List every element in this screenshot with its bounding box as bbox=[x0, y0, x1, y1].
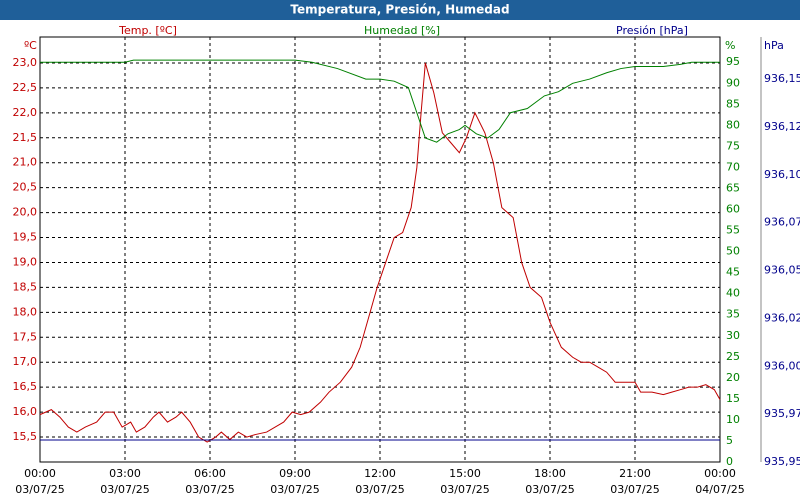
y2-tick-label: 55 bbox=[726, 224, 740, 237]
x-tick-date: 03/07/25 bbox=[440, 483, 489, 496]
y-tick-label: 20,5 bbox=[13, 181, 38, 194]
y2-tick-label: 15 bbox=[726, 392, 740, 405]
y-tick-label: 19,5 bbox=[13, 231, 38, 244]
y2-tick-label: 70 bbox=[726, 160, 740, 173]
y-tick-label: 16,5 bbox=[13, 380, 38, 393]
y3-tick-label: 935,95 bbox=[764, 455, 800, 468]
y2-tick-label: 20 bbox=[726, 371, 740, 384]
x-tick-date: 03/07/25 bbox=[525, 483, 574, 496]
y-tick-label: 17,0 bbox=[13, 355, 38, 368]
y-tick-label: 22,0 bbox=[13, 106, 38, 119]
y3-tick-label: 936,10 bbox=[764, 168, 800, 181]
y2-tick-label: 95 bbox=[726, 55, 740, 68]
y-tick-label: 19,0 bbox=[13, 255, 38, 268]
y-tick-label: 15,5 bbox=[13, 430, 38, 443]
y-tick-label: 21,0 bbox=[13, 156, 38, 169]
y3-tick-label: 936,15 bbox=[764, 72, 800, 85]
y3-tick-label: 936,07 bbox=[764, 216, 800, 229]
y-tick-label: 22,5 bbox=[13, 81, 38, 94]
x-tick-label: 21:00 bbox=[619, 467, 651, 480]
y-tick-label: 21,5 bbox=[13, 131, 38, 144]
y2-tick-label: 60 bbox=[726, 203, 740, 216]
plot-frame bbox=[39, 36, 721, 463]
y-label: Temp. [ºC] bbox=[118, 24, 177, 37]
y2-unit: % bbox=[725, 39, 735, 52]
y2-tick-label: 25 bbox=[726, 350, 740, 363]
y2-tick-label: 45 bbox=[726, 266, 740, 279]
x-tick-date: 03/07/25 bbox=[270, 483, 319, 496]
y-tick-label: 23,0 bbox=[13, 56, 38, 69]
y2-tick-label: 80 bbox=[726, 118, 740, 131]
y2-tick-label: 10 bbox=[726, 413, 740, 426]
y3-tick-label: 936,02 bbox=[764, 311, 800, 324]
y2-tick-label: 90 bbox=[726, 76, 740, 89]
y-tick-label: 18,5 bbox=[13, 280, 38, 293]
y3-tick-label: 936,00 bbox=[764, 359, 800, 372]
x-tick-label: 00:00 bbox=[704, 467, 736, 480]
title-bar bbox=[0, 0, 800, 20]
y3-tick-label: 936,12 bbox=[764, 120, 800, 133]
x-tick-label: 09:00 bbox=[279, 467, 311, 480]
y-tick-label: 16,0 bbox=[13, 405, 38, 418]
y-tick-label: 17,5 bbox=[13, 330, 38, 343]
series-line bbox=[39, 62, 721, 443]
y3-tick-label: 935,97 bbox=[764, 407, 800, 420]
x-tick-label: 06:00 bbox=[194, 467, 226, 480]
y2-tick-label: 75 bbox=[726, 139, 740, 152]
x-tick-label: 00:00 bbox=[24, 467, 56, 480]
x-tick-label: 15:00 bbox=[449, 467, 481, 480]
chart-title: Temperatura, Presión, Humedad bbox=[290, 3, 509, 17]
y-unit: ºC bbox=[24, 39, 37, 52]
x-tick-date: 03/07/25 bbox=[355, 483, 404, 496]
y2-tick-label: 35 bbox=[726, 308, 740, 321]
x-tick-date: 03/07/25 bbox=[15, 483, 64, 496]
y3-unit: hPa bbox=[764, 39, 784, 52]
x-tick-label: 03:00 bbox=[109, 467, 141, 480]
y-tick-label: 18,0 bbox=[13, 305, 38, 318]
y2-tick-label: 65 bbox=[726, 181, 740, 194]
x-tick-label: 12:00 bbox=[364, 467, 396, 480]
y2-tick-label: 30 bbox=[726, 329, 740, 342]
x-tick-date: 03/07/25 bbox=[100, 483, 149, 496]
x-tick-date: 03/07/25 bbox=[185, 483, 234, 496]
x-tick-label: 18:00 bbox=[534, 467, 566, 480]
x-tick-date: 04/07/25 bbox=[695, 483, 744, 496]
y3-tick-label: 936,05 bbox=[764, 264, 800, 277]
y2-label: Humedad [%] bbox=[364, 24, 440, 37]
y-tick-label: 20,0 bbox=[13, 206, 38, 219]
series-line bbox=[40, 59, 720, 143]
y2-tick-label: 0 bbox=[726, 455, 733, 468]
y2-tick-label: 50 bbox=[726, 245, 740, 258]
y2-tick-label: 5 bbox=[726, 434, 733, 447]
y2-tick-label: 85 bbox=[726, 97, 740, 110]
y2-tick-label: 40 bbox=[726, 287, 740, 300]
y3-label: Presión [hPa] bbox=[616, 24, 688, 37]
x-tick-date: 03/07/25 bbox=[610, 483, 659, 496]
